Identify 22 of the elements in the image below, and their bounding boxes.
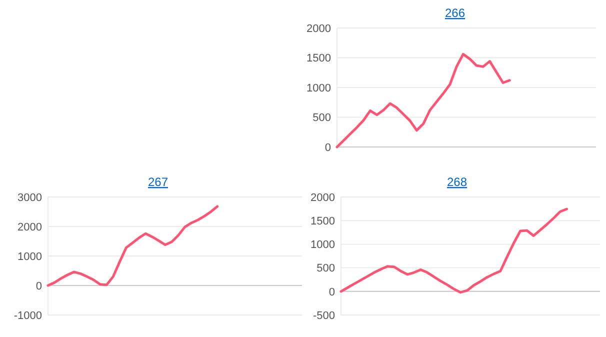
- line-series: [46, 205, 219, 287]
- y-tick-label: 3000: [18, 192, 42, 204]
- y-tick-label: -500: [312, 310, 335, 322]
- chart-title: 267: [148, 175, 168, 189]
- y-tick-label: 0: [324, 142, 331, 154]
- y-tick-label: 2000: [306, 22, 331, 35]
- y-tick-label: 2000: [310, 192, 335, 204]
- y-tick-label: 500: [312, 112, 331, 124]
- y-tick-label: 0: [328, 286, 335, 298]
- y-tick-label: 1500: [306, 52, 331, 65]
- y-tick-label: 0: [36, 280, 42, 292]
- chart-title: 268: [446, 175, 468, 189]
- y-tick-label: 1000: [306, 82, 331, 94]
- line-series: [336, 52, 511, 148]
- y-tick-label: 1500: [310, 215, 335, 228]
- y-tick-label: -1000: [14, 310, 42, 322]
- y-tick-label: 500: [316, 262, 335, 275]
- y-tick-label: 1000: [310, 239, 335, 252]
- line-series: [340, 208, 568, 294]
- y-tick-label: 1000: [18, 250, 42, 263]
- y-tick-label: 2000: [18, 221, 42, 234]
- chart-title: 266: [444, 6, 466, 20]
